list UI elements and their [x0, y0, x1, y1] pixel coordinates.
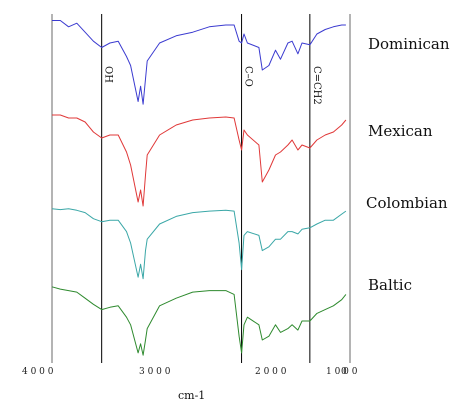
series-line-dominican — [52, 20, 346, 105]
series-label-colombian: Colombian — [366, 194, 448, 212]
marker-lines: OH C–O C=CH2 — [101, 14, 322, 363]
marker-label-0: OH — [103, 66, 114, 83]
x-tick-label-1: 3 0 0 0 — [139, 367, 171, 377]
series-line-baltic — [51, 286, 347, 356]
x-axis-label: cm-1 — [178, 389, 205, 402]
marker-label-1: C–O — [243, 66, 254, 87]
series-labels: Dominican Mexican Colombian Baltic — [366, 35, 450, 294]
x-tick-label-0: 4 0 0 0 — [22, 367, 54, 377]
series-layer — [51, 20, 347, 356]
series-label-baltic: Baltic — [368, 276, 412, 294]
plot-frame — [51, 14, 351, 363]
series-line-colombian — [51, 208, 347, 280]
series-label-dominican: Dominican — [368, 35, 450, 53]
series-line-mexican — [52, 114, 347, 207]
x-tick-label-3: 1 0 0 0 — [326, 367, 358, 377]
marker-label-2: C=CH2 — [311, 66, 322, 105]
x-tick-label-2: 2 0 0 0 — [255, 367, 287, 377]
x-tick-label-end: 0 — [341, 367, 347, 377]
x-ticks: 4 0 0 0 3 0 0 0 2 0 0 0 1 0 0 00 — [22, 367, 358, 377]
series-label-mexican: Mexican — [368, 122, 433, 140]
